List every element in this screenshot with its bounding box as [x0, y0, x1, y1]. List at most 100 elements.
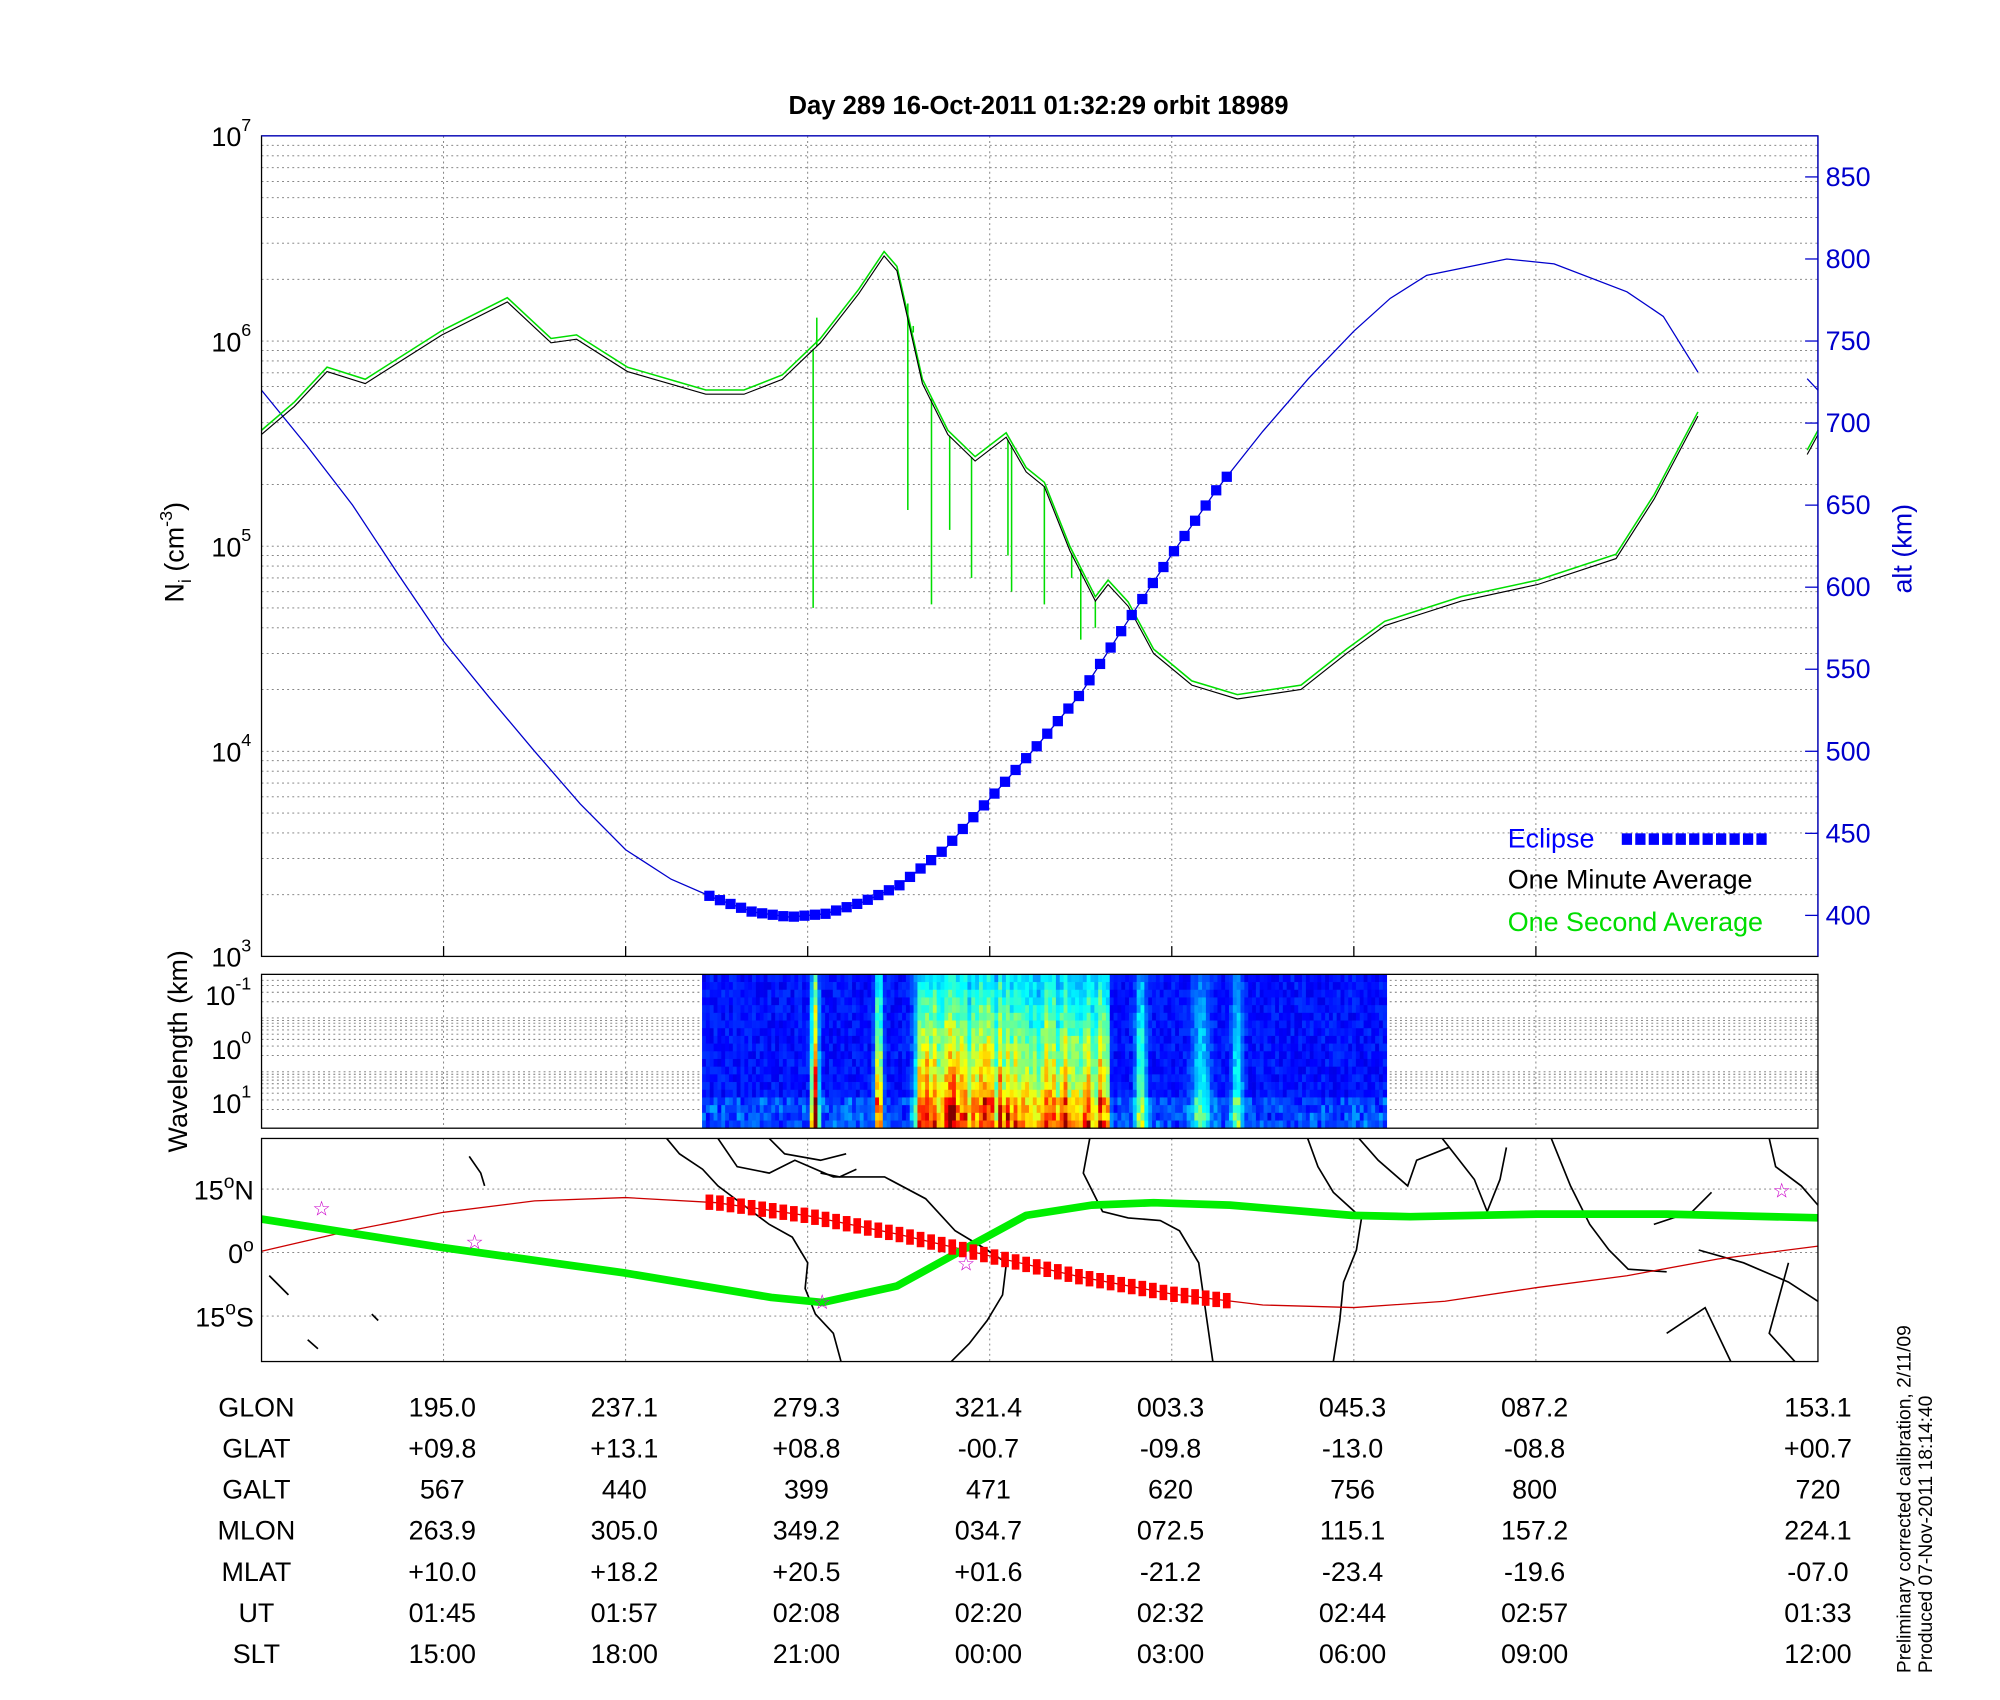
spectrogram-cell — [1025, 1097, 1030, 1106]
spectrogram-cell — [713, 997, 718, 1006]
spectrogram-cell — [886, 997, 891, 1006]
spectrogram-cell — [705, 1035, 711, 1044]
spectrogram-cell — [1140, 1120, 1145, 1129]
spectrogram-cell — [1090, 1112, 1095, 1121]
table-row-label: GALT — [222, 1475, 290, 1505]
spectrogram-cell — [1309, 1120, 1314, 1129]
spectrogram-cell — [1232, 989, 1238, 998]
spectrogram-cell — [898, 1074, 903, 1083]
spectrogram-cell — [1198, 1005, 1203, 1014]
spectrogram-cell — [871, 1028, 876, 1037]
spectrogram-cell — [940, 1074, 945, 1083]
spectrogram-cell — [1240, 974, 1245, 983]
spectrogram-cell — [775, 1051, 780, 1060]
spectrogram-cell — [1344, 974, 1349, 983]
spectrogram-cell — [840, 1105, 845, 1114]
spectrogram-cell — [1075, 1051, 1080, 1060]
legend-eclipse-swatch — [1621, 833, 1767, 845]
spectrogram-cell — [1267, 982, 1272, 991]
spectrogram-cell — [1048, 1066, 1053, 1075]
spectrogram-cell — [1305, 1112, 1311, 1121]
spectrogram-cell — [825, 1074, 830, 1083]
spectrogram-cell — [825, 982, 830, 991]
spectrogram-cell — [809, 974, 814, 983]
spectrogram-cell — [1298, 1005, 1303, 1014]
spectrogram-cell — [809, 1105, 814, 1114]
spectrogram-cell — [863, 1035, 868, 1044]
spectrogram-cell — [913, 989, 918, 998]
spectrogram-cell — [1148, 1035, 1153, 1044]
spectrogram-cell — [1286, 989, 1291, 998]
spectrogram-cell — [1048, 1097, 1053, 1106]
spectrogram-cell — [863, 974, 868, 983]
spectrogram-cell — [1052, 989, 1057, 998]
spectrogram-cell — [759, 974, 764, 983]
spectrogram-cell — [752, 1043, 757, 1052]
spectrogram-cell — [1298, 1066, 1303, 1075]
spectrogram-cell — [967, 1074, 972, 1083]
table-cell: 399 — [784, 1475, 829, 1505]
orbit-eclipse-marker — [737, 1198, 745, 1214]
spectrogram-cell — [1036, 1043, 1041, 1052]
spectrogram-cell — [1186, 982, 1191, 991]
spectrogram-cell — [1232, 1066, 1238, 1075]
spectrogram-cell — [1321, 1012, 1326, 1021]
spectrogram-cell — [817, 1012, 822, 1021]
spectrogram-cell — [1017, 1074, 1022, 1083]
spectrogram-cell — [1044, 1120, 1049, 1129]
spectrogram-cell — [1248, 1112, 1253, 1121]
spectrogram-cell — [790, 1058, 795, 1068]
spectrogram-cell — [786, 1112, 791, 1121]
spectrogram-cell — [1232, 1120, 1238, 1129]
spectrogram-cell — [967, 1105, 972, 1114]
spectrogram-cell — [1113, 1120, 1118, 1129]
orbit-eclipse-marker — [1159, 1284, 1168, 1301]
spectrogram-cell — [944, 1082, 949, 1091]
spectrogram-cell — [763, 982, 768, 991]
spectrogram-cell — [1367, 1112, 1372, 1121]
spectrogram-cell — [936, 997, 941, 1006]
table-cell: 195.0 — [409, 1393, 476, 1423]
spectrogram-cell — [963, 989, 968, 998]
spectrogram-cell — [1194, 1097, 1199, 1106]
spectrogram-cell — [1063, 997, 1068, 1006]
spectrogram-cell — [1163, 1105, 1168, 1114]
spectrogram-axes-box — [260, 973, 1819, 1129]
spectrogram-cell — [948, 989, 953, 998]
spectrogram-cell — [1378, 1051, 1384, 1060]
spectrogram-cell — [1228, 1005, 1234, 1014]
spectrogram-cell — [1194, 1120, 1199, 1129]
spectrogram-cell — [782, 997, 788, 1006]
spectrogram-cell — [1013, 1066, 1018, 1075]
spectrogram-cell — [732, 1120, 738, 1129]
spectrogram-cell — [1378, 1089, 1384, 1098]
spectrogram-cell — [971, 1020, 976, 1029]
spectrogram-cell — [998, 1051, 1003, 1060]
spectrogram-cell — [1194, 1105, 1199, 1114]
spectrogram-cell — [1152, 1112, 1157, 1121]
spectrogram-cell — [840, 1089, 845, 1098]
spectrogram-cell — [794, 1035, 799, 1044]
spectrogram-cell — [705, 1020, 711, 1029]
spectrogram-cell — [1352, 1058, 1357, 1068]
spectrogram-cell — [1205, 982, 1211, 991]
table-cell: 349.2 — [773, 1516, 840, 1546]
table-cell: 157.2 — [1501, 1516, 1568, 1546]
spectrogram-cell — [1375, 974, 1380, 983]
spectrogram-cell — [998, 1105, 1003, 1114]
spectrogram-cell — [1240, 1074, 1245, 1083]
spectrogram-cell — [1082, 1028, 1088, 1037]
spectrogram-cell — [1332, 1074, 1338, 1083]
spectrogram-cell — [882, 1005, 888, 1014]
spectrogram-cell — [921, 1074, 926, 1083]
spectrogram-cell — [1321, 1105, 1326, 1114]
eclipse-marker — [1010, 764, 1021, 776]
spectrogram-cell — [1298, 1112, 1303, 1121]
spectrogram-cell — [863, 997, 868, 1006]
spectrogram-cell — [1332, 997, 1338, 1006]
orbit-eclipse-marker — [916, 1231, 925, 1248]
spectrogram-cell — [1244, 1097, 1249, 1106]
spectrogram-cell — [1367, 1005, 1372, 1014]
spectrogram-cell — [767, 1066, 772, 1075]
spectrogram-cell — [1248, 1074, 1253, 1083]
